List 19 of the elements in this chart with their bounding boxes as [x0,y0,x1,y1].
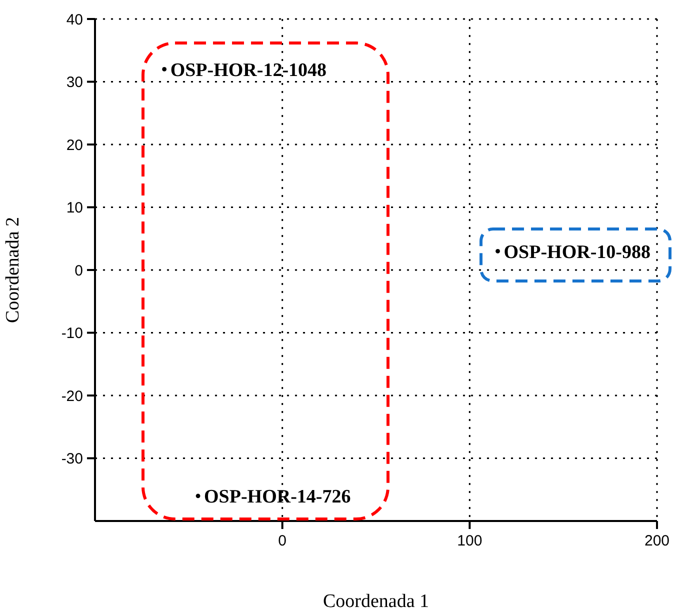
y-tick-label: -10 [61,325,83,342]
point [496,248,500,254]
data-label: OSP-HOR-12-1048 [170,60,327,81]
x-tick-label: 0 [278,532,287,550]
x-axis-title: Coordenada 1 [322,591,430,612]
y-tick-label: 20 [66,136,83,154]
y-axis-title: Coordenada 2 [2,216,24,324]
point [196,494,200,498]
y-tick-label: 10 [66,200,83,217]
point [162,67,167,72]
y-tick-label: 40 [66,11,83,28]
data-label: OSP-HOR-14-726 [204,486,351,508]
y-tick-label: 30 [66,74,83,92]
data-label: OSP-HOR-10-988 [504,242,650,263]
x-tick-label: 200 [644,532,670,550]
y-tick-label: -20 [61,388,83,405]
y-tick-label: 0 [74,262,83,280]
x-tick-label: 100 [457,532,482,550]
y-tick-label: -30 [61,450,83,468]
